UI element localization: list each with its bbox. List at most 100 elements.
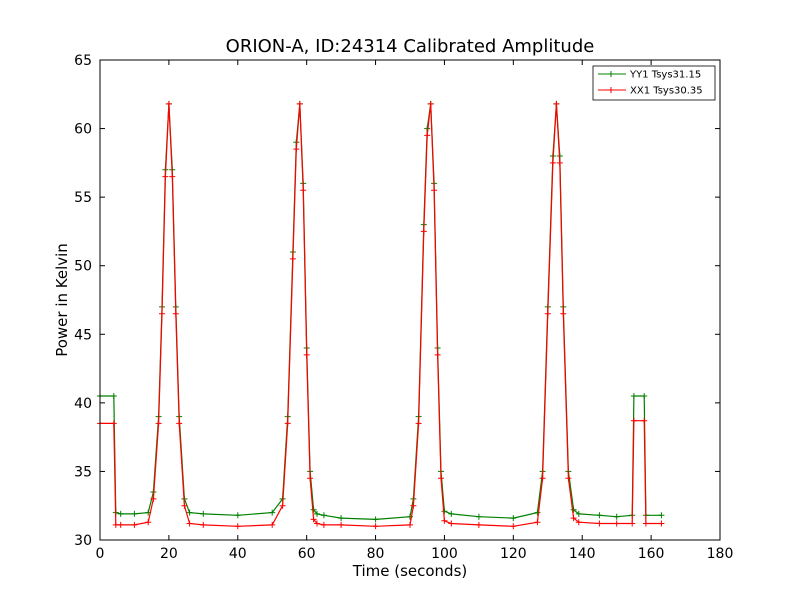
series-1-point (427, 100, 434, 107)
series-0-point (186, 509, 193, 516)
plot-series (97, 100, 665, 530)
series-1-point (565, 475, 572, 482)
series-1-point (441, 517, 448, 524)
series-1-point (181, 502, 188, 509)
series-1-point (556, 159, 563, 166)
legend-marker-xx1 (608, 87, 614, 93)
series-markers-1 (97, 100, 665, 530)
series-0-point (641, 393, 648, 399)
series-0-point (320, 512, 327, 519)
series-1-point (510, 523, 517, 530)
x-tick-label: 180 (707, 546, 734, 562)
x-tick-label: 20 (160, 546, 178, 562)
series-1-point (570, 515, 577, 522)
series-1-point (475, 521, 482, 528)
x-tick-label: 100 (431, 546, 458, 562)
series-0-point (534, 509, 541, 516)
y-tick-label: 65 (74, 53, 92, 69)
series-0-point (110, 393, 117, 399)
series-0-point (658, 512, 665, 519)
y-tick-label: 35 (74, 464, 92, 480)
series-1-point (279, 502, 286, 509)
series-1-point (296, 100, 303, 107)
series-1-point (338, 521, 345, 528)
y-tick-label: 50 (74, 259, 92, 275)
series-1-point (560, 310, 567, 317)
plot-frame (99, 59, 721, 541)
series-1-point (630, 417, 637, 424)
series-1-point (434, 351, 441, 358)
x-tick-label: 0 (96, 546, 105, 562)
series-1-point (303, 351, 310, 358)
series-1-point (145, 519, 152, 526)
legend-box (592, 65, 716, 101)
chart-title: ORION-A, ID:24314 Calibrated Amplitude (226, 36, 595, 57)
series-0-point (310, 506, 317, 513)
series-1-point (424, 132, 431, 139)
series-1-point (613, 520, 620, 527)
series-1-point (310, 516, 317, 523)
series-1-point (544, 310, 551, 317)
series-1-point (284, 420, 291, 427)
series-1-point (438, 475, 444, 482)
series-1-point (165, 100, 172, 107)
series-1-point (172, 310, 179, 317)
series-1-point (658, 520, 665, 527)
series-1-point (314, 520, 320, 527)
legend-label-xx1: XX1 Tsys30.35 (630, 86, 703, 97)
series-1-point (155, 420, 162, 427)
series-1-point (200, 521, 207, 528)
series-0-point (575, 510, 582, 517)
legend: YY1 Tsys31.15 XX1 Tsys30.35 (592, 65, 716, 101)
series-0-point (314, 510, 320, 517)
series-1-point (641, 417, 648, 424)
series-1-point (420, 228, 427, 235)
y-tick-label: 45 (74, 327, 92, 343)
series-1-point (415, 420, 422, 427)
series-1-point (642, 520, 649, 527)
series-0-point (200, 510, 207, 517)
legend-label-yy1: YY1 Tsys31.15 (629, 70, 701, 81)
series-1-point (110, 420, 117, 427)
series-1-point (629, 520, 636, 527)
series-1-point (372, 523, 379, 530)
series-1-point (553, 100, 560, 107)
series-1-point (300, 187, 307, 194)
y-tick-label: 60 (74, 122, 92, 138)
series-1-point (159, 310, 165, 317)
series-0-point (234, 512, 241, 519)
y-tick-label: 55 (74, 190, 92, 206)
series-line-1 (100, 103, 662, 527)
series-0-point (510, 515, 517, 522)
series-0-point (475, 513, 482, 520)
series-1-point (596, 520, 603, 527)
series-1-point (320, 521, 327, 528)
series-1-point (575, 519, 582, 526)
series-1-point (150, 495, 157, 502)
series-0-point (131, 510, 138, 517)
series-0-point (441, 508, 448, 515)
series-1-point (539, 475, 546, 482)
series-1-point (186, 520, 193, 527)
series-0-point (372, 516, 379, 523)
series-1-point (169, 173, 176, 180)
series-1-point (117, 521, 124, 528)
series-1-point (448, 520, 455, 527)
x-tick-label: 80 (367, 546, 385, 562)
x-tick-label: 160 (638, 546, 665, 562)
series-1-point (407, 521, 413, 528)
x-tick-label: 60 (298, 546, 316, 562)
series-1-point (293, 146, 300, 153)
series-0-point (269, 509, 276, 516)
x-tick-label: 40 (229, 546, 247, 562)
x-axis-ticks: 0 20 40 60 80 100 120 140 160 180 (96, 60, 734, 562)
series-0-point (570, 506, 577, 513)
x-axis-label: Time (seconds) (352, 562, 468, 580)
series-1-point (131, 521, 138, 528)
series-0-point (338, 515, 345, 522)
series-0-point (613, 513, 620, 520)
y-axis-ticks: 30 35 40 45 50 55 60 65 (74, 53, 720, 549)
series-1-point (234, 523, 241, 530)
series-1-point (162, 173, 169, 180)
